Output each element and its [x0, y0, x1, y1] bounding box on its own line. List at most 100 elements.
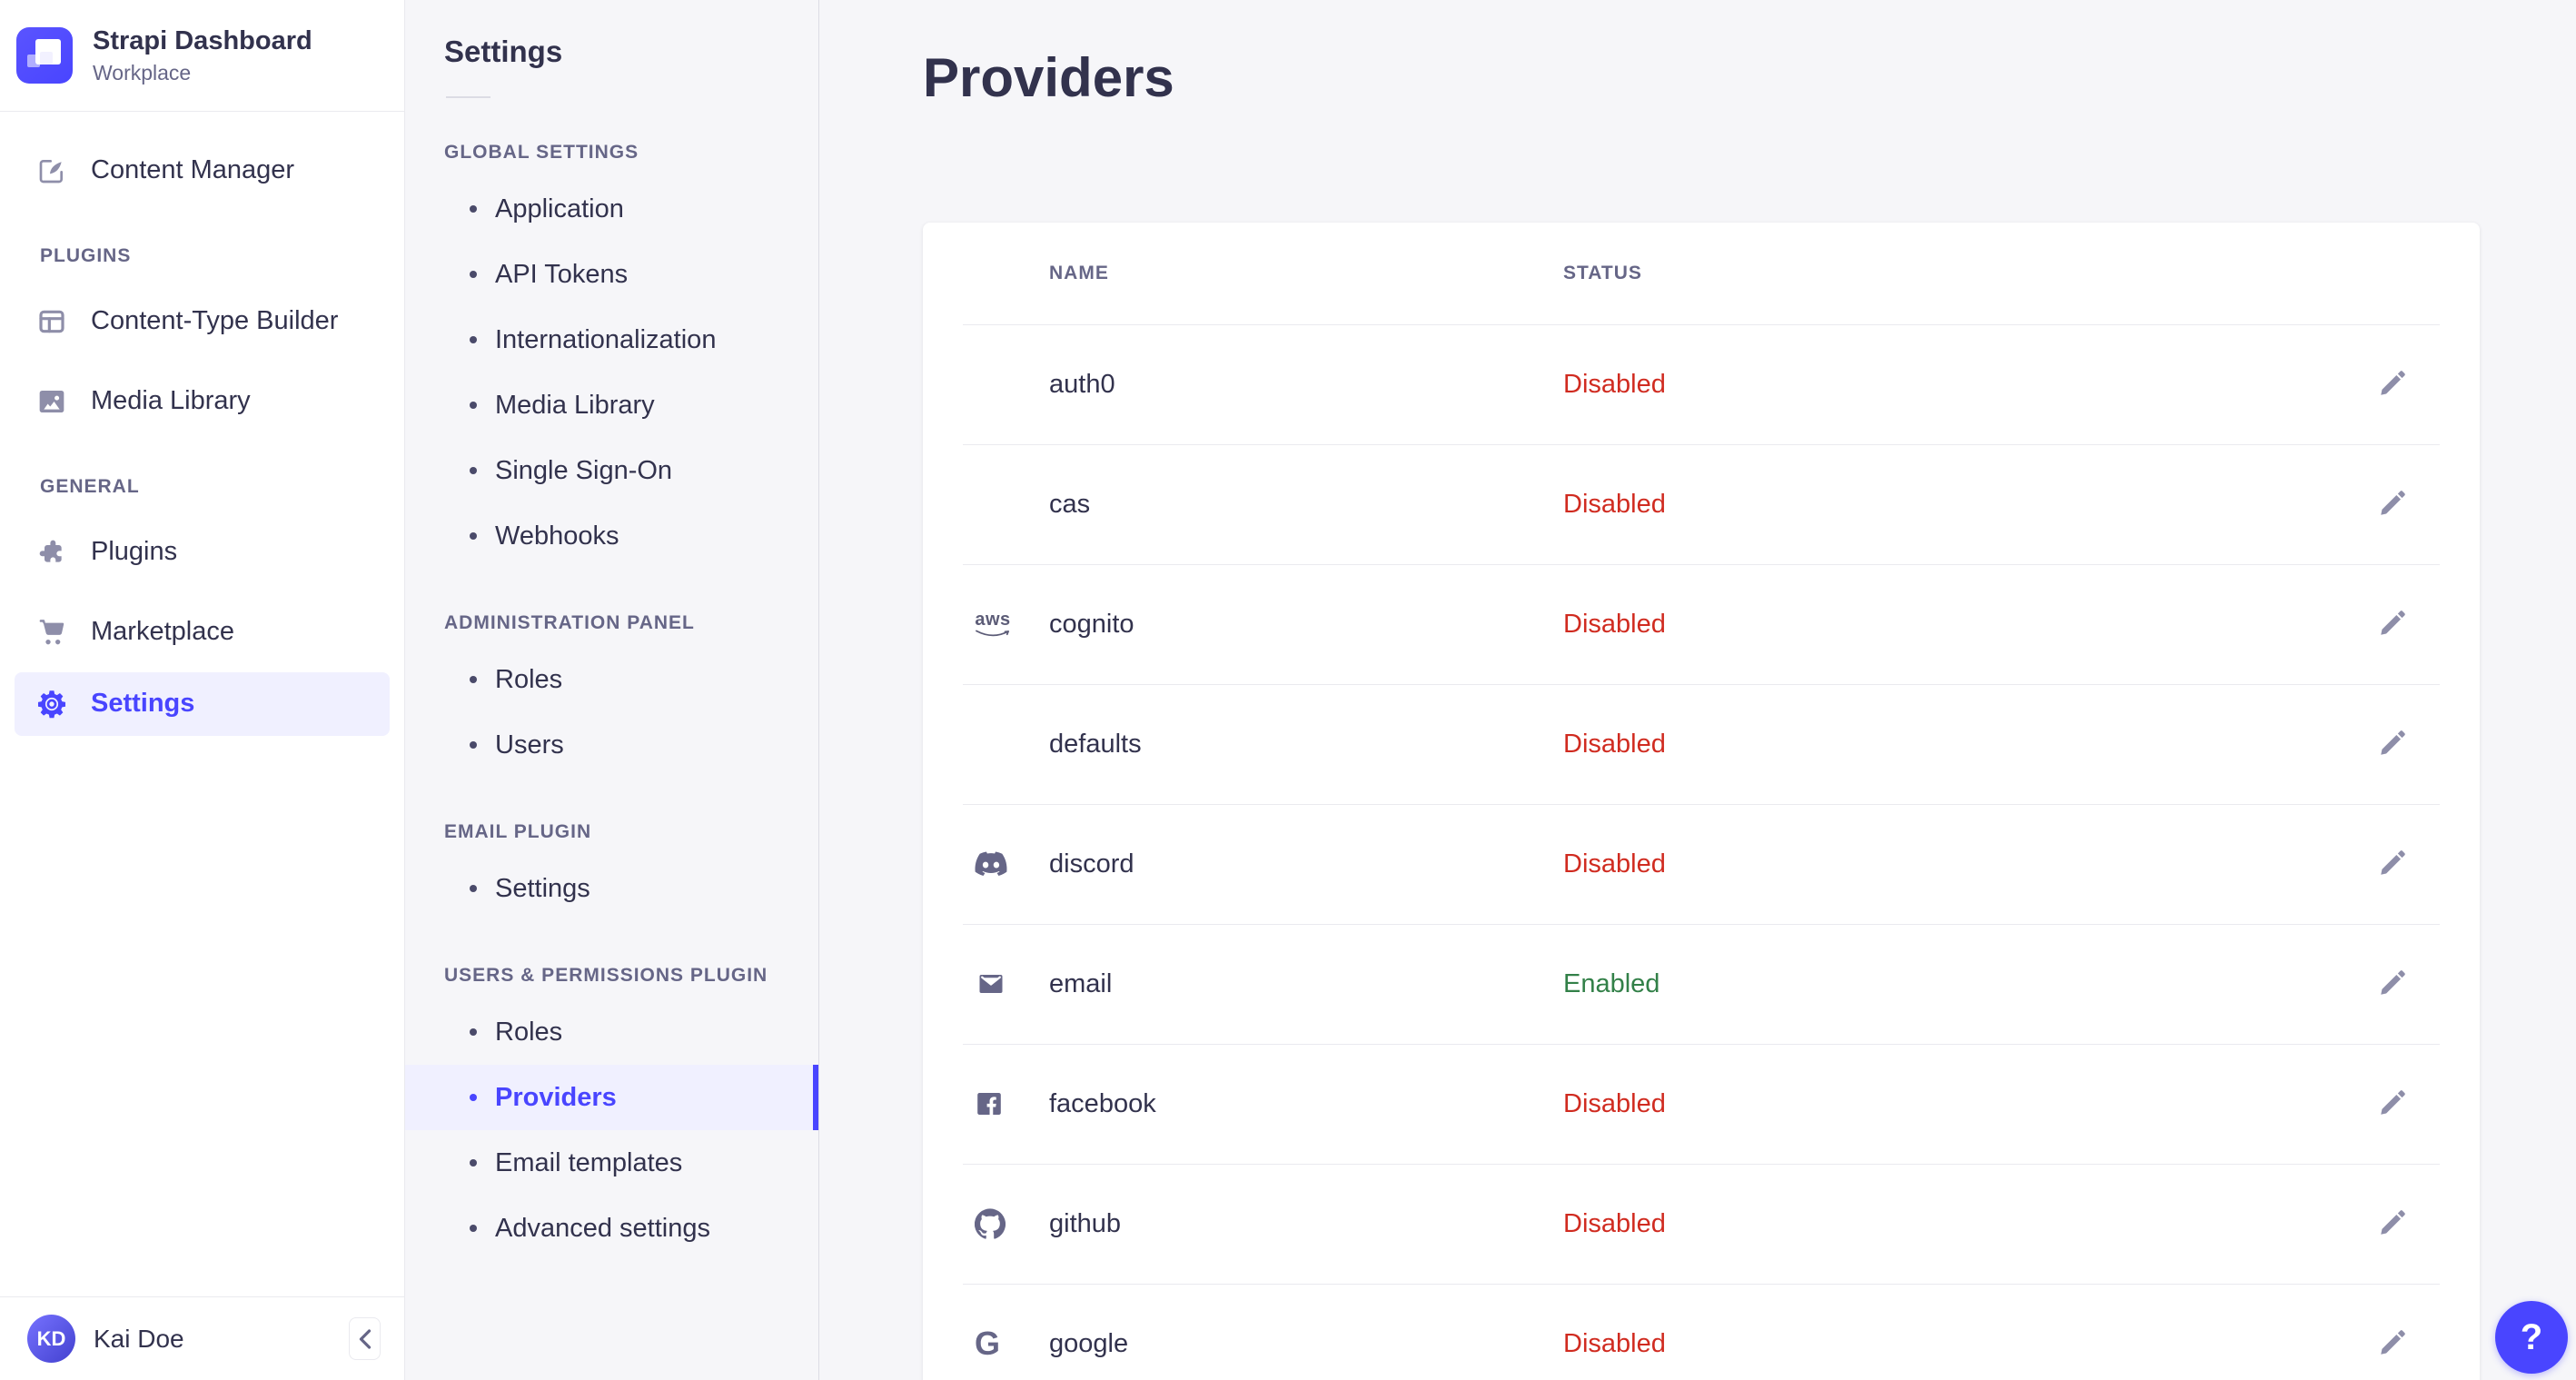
layout-grid-icon	[36, 306, 67, 337]
status-badge: Disabled	[1563, 729, 1666, 759]
subnav-item-email-templates[interactable]: Email templates	[405, 1130, 818, 1196]
row-actions	[2338, 719, 2447, 769]
help-button[interactable]: ?	[2495, 1301, 2568, 1374]
status-badge: Disabled	[1563, 489, 1666, 519]
table-header-row: NAME STATUS	[923, 223, 2480, 324]
status-badge: Disabled	[1563, 1088, 1666, 1118]
column-header-name: NAME	[1049, 263, 1109, 283]
sidebar-item-label: Content-Type Builder	[91, 306, 339, 336]
subnav-section-label: GLOBAL SETTINGS	[444, 142, 639, 163]
subnav-item-label: Roles	[495, 664, 563, 694]
sidebar-item-content-manager[interactable]: Content Manager	[0, 131, 404, 211]
table-row-discord: discord Disabled	[923, 804, 2480, 924]
subnav-item-internationalization[interactable]: Internationalization	[405, 307, 818, 372]
pencil-icon	[2379, 1209, 2406, 1239]
bullet-icon	[470, 205, 477, 213]
main-sidebar: Strapi Dashboard Workplace Content Manag…	[0, 0, 405, 1380]
subnav-item-media-library[interactable]: Media Library	[405, 372, 818, 438]
aws-icon: aws	[975, 611, 1049, 639]
provider-name: cas	[1049, 489, 1091, 519]
collapse-sidebar-button[interactable]	[349, 1317, 381, 1360]
table-row-cognito: aws cognito Disabled	[923, 564, 2480, 684]
sidebar-item-marketplace[interactable]: Marketplace	[0, 592, 404, 672]
subnav-divider	[446, 96, 490, 98]
sidebar-item-plugins[interactable]: Plugins	[0, 512, 404, 592]
edit-provider-button[interactable]	[2367, 359, 2418, 410]
settings-subnav: Settings GLOBAL SETTINGS Application API T…	[405, 0, 819, 1380]
pencil-icon	[2379, 969, 2406, 999]
page-title: Providers	[923, 47, 1174, 108]
status-badge: Disabled	[1563, 1328, 1666, 1358]
sidebar-item-content-type-builder[interactable]: Content-Type Builder	[0, 282, 404, 362]
edit-provider-button[interactable]	[2367, 1078, 2418, 1129]
subnav-sections: GLOBAL SETTINGS Application API Tokens Inte…	[405, 142, 818, 1261]
provider-name: cognito	[1049, 609, 1134, 639]
row-actions	[2338, 1198, 2447, 1249]
pencil-icon	[2379, 849, 2406, 879]
subnav-item-label: Roles	[495, 1017, 563, 1047]
sidebar-item-label: Marketplace	[91, 617, 234, 647]
bullet-icon	[470, 1028, 477, 1036]
subnav-item-label: Media Library	[495, 390, 655, 420]
subnav-item-advanced-settings[interactable]: Advanced settings	[405, 1196, 818, 1261]
table-row-auth0: auth0 Disabled	[923, 324, 2480, 444]
subnav-item-roles[interactable]: Roles	[405, 647, 818, 712]
provider-name: github	[1049, 1208, 1122, 1238]
edit-provider-button[interactable]	[2367, 958, 2418, 1009]
bullet-icon	[470, 1225, 477, 1232]
row-actions	[2338, 599, 2447, 650]
subnav-item-roles[interactable]: Roles	[405, 999, 818, 1065]
envelope-icon	[975, 970, 1049, 998]
subnav-item-providers[interactable]: Providers	[405, 1065, 818, 1130]
bullet-icon	[470, 532, 477, 540]
pen-square-icon	[36, 155, 67, 186]
status-badge: Disabled	[1563, 369, 1666, 399]
edit-provider-button[interactable]	[2367, 479, 2418, 530]
bullet-icon	[470, 676, 477, 683]
brand-title: Strapi Dashboard	[93, 26, 312, 55]
pencil-icon	[2379, 730, 2406, 759]
table-row-email: email Enabled	[923, 924, 2480, 1044]
provider-name: auth0	[1049, 369, 1115, 399]
subnav-item-label: Advanced settings	[495, 1213, 710, 1243]
provider-name: facebook	[1049, 1088, 1156, 1118]
subnav-item-application[interactable]: Application	[405, 176, 818, 242]
bullet-icon	[470, 271, 477, 278]
facebook-icon	[975, 1089, 1049, 1118]
provider-name: discord	[1049, 849, 1134, 879]
edit-provider-button[interactable]	[2367, 599, 2418, 650]
github-icon	[975, 1208, 1049, 1239]
subnav-item-settings[interactable]: Settings	[405, 856, 818, 921]
row-actions	[2338, 1318, 2447, 1369]
table-row-cas: cas Disabled	[923, 444, 2480, 564]
provider-name: defaults	[1049, 729, 1142, 759]
discord-icon	[975, 851, 1049, 877]
bullet-icon	[470, 1159, 477, 1167]
strapi-logo-icon	[16, 26, 73, 84]
gear-icon	[36, 689, 67, 720]
edit-provider-button[interactable]	[2367, 839, 2418, 889]
sidebar-item-settings[interactable]: Settings	[15, 671, 390, 736]
status-badge: Enabled	[1563, 968, 1660, 998]
avatar[interactable]: KD	[27, 1315, 75, 1363]
sidebar-item-label: Media Library	[91, 386, 251, 416]
subnav-item-label: Settings	[495, 873, 590, 903]
bullet-icon	[470, 1094, 477, 1101]
bullet-icon	[470, 885, 477, 892]
table-row-facebook: facebook Disabled	[923, 1044, 2480, 1164]
status-badge: Disabled	[1563, 849, 1666, 879]
aws-icon: aws	[975, 611, 1011, 639]
chevron-left-icon	[359, 1328, 371, 1349]
sidebar-item-media-library[interactable]: Media Library	[0, 362, 404, 442]
edit-provider-button[interactable]	[2367, 1318, 2418, 1369]
subnav-item-webhooks[interactable]: Webhooks	[405, 503, 818, 569]
workspace-brand[interactable]: Strapi Dashboard Workplace	[0, 0, 404, 112]
subnav-item-single-sign-on[interactable]: Single Sign-On	[405, 438, 818, 503]
subnav-item-api-tokens[interactable]: API Tokens	[405, 242, 818, 307]
provider-rows: auth0 Disabled cas Disabled aws cognito Disabl…	[923, 324, 2480, 1380]
subnav-item-users[interactable]: Users	[405, 712, 818, 778]
edit-provider-button[interactable]	[2367, 719, 2418, 769]
bullet-icon	[470, 402, 477, 409]
edit-provider-button[interactable]	[2367, 1198, 2418, 1249]
